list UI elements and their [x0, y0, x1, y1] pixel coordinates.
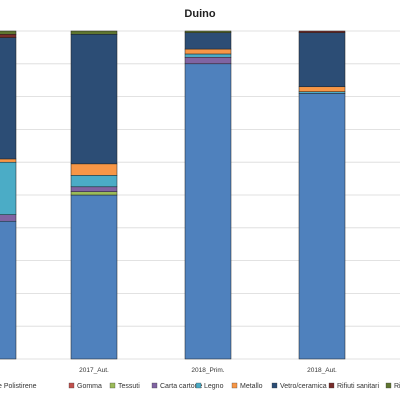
bar-segment — [184, 63, 232, 360]
legend-swatch — [151, 382, 158, 389]
legend-swatch — [328, 382, 335, 389]
bar-segment — [70, 175, 118, 188]
bar-segment — [70, 194, 118, 360]
legend-label: Rifiuti medi — [394, 383, 400, 390]
legend-label: Rifiuti sanitari — [337, 383, 379, 390]
bar-segment — [70, 191, 118, 196]
bar-segment — [184, 48, 232, 55]
legend-label: Legno — [204, 383, 224, 390]
x-tick-label: 2017_Aut. — [79, 367, 109, 374]
bar-segment — [0, 37, 17, 160]
bar-segment — [70, 30, 118, 35]
x-tick-labels: 2017_Aut. 2018_Prim. 2018_Aut. — [79, 367, 337, 374]
legend-label: Metallo — [240, 383, 263, 390]
legend-label: e Polistirene — [0, 383, 37, 390]
legend-swatch — [109, 382, 116, 389]
bar-segment — [70, 186, 118, 192]
bar-segment — [184, 32, 232, 50]
legend-label: Gomma — [77, 383, 102, 390]
legend-swatch — [195, 382, 202, 389]
bar-segment — [184, 30, 232, 33]
bar-segment — [298, 93, 346, 360]
legend-swatch — [271, 382, 278, 389]
bar-segment — [0, 34, 17, 38]
bar-segment — [0, 158, 17, 163]
bar-segment — [184, 53, 232, 58]
legend-label: Vetro/ceramica — [280, 383, 327, 390]
bar-segment — [0, 220, 17, 360]
legend-label: Tessuti — [118, 383, 140, 390]
bar-segment — [298, 32, 346, 88]
legend-swatch — [385, 382, 392, 389]
bar-segment — [0, 161, 17, 215]
bar-segment — [0, 30, 17, 35]
legend: e Polistirene Gomma Tessuti Carta cartone Le… — [0, 382, 400, 390]
bar-segment — [70, 163, 118, 176]
bar-segment — [0, 214, 17, 222]
bars — [0, 30, 346, 360]
x-tick-label: 2018_Prim. — [191, 367, 224, 374]
legend-label: Carta cartone — [160, 383, 203, 390]
bar-segment — [298, 30, 346, 33]
bar-segment — [70, 34, 118, 165]
legend-swatch — [68, 382, 75, 389]
chart-title: Duino — [184, 8, 215, 20]
bar-segment — [184, 56, 232, 65]
bar-segment — [298, 86, 346, 92]
legend-swatch — [231, 382, 238, 389]
x-tick-label: 2018_Aut. — [307, 367, 337, 374]
